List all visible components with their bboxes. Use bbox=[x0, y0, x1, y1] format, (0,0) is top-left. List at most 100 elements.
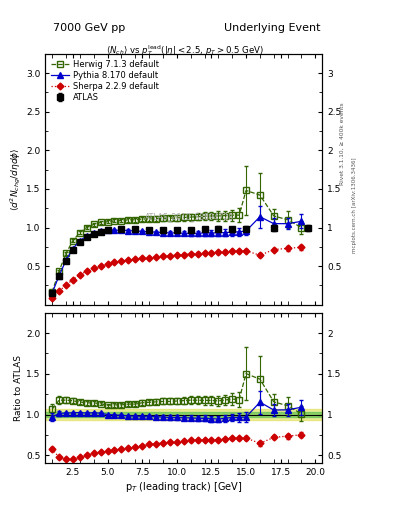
Sherpa 2.2.9 default bbox=[91, 265, 96, 271]
Sherpa 2.2.9 default bbox=[133, 256, 138, 262]
Pythia 8.170 default bbox=[299, 218, 304, 224]
Sherpa 2.2.9 default bbox=[244, 248, 248, 254]
Herwig 7.1.3 default bbox=[112, 218, 117, 224]
Pythia 8.170 default bbox=[126, 227, 131, 233]
Text: mcplots.cern.ch [arXiv:1306.3436]: mcplots.cern.ch [arXiv:1306.3436] bbox=[352, 157, 357, 252]
Pythia 8.170 default bbox=[133, 228, 138, 234]
Pythia 8.170 default bbox=[237, 229, 241, 235]
Pythia 8.170 default bbox=[223, 229, 228, 236]
Sherpa 2.2.9 default bbox=[50, 295, 55, 301]
Pythia 8.170 default bbox=[209, 230, 214, 236]
Pythia 8.170 default bbox=[98, 228, 103, 234]
Text: Underlying Event: Underlying Event bbox=[224, 23, 320, 33]
Sherpa 2.2.9 default bbox=[167, 252, 172, 259]
Herwig 7.1.3 default bbox=[188, 214, 193, 220]
Sherpa 2.2.9 default bbox=[188, 251, 193, 257]
Herwig 7.1.3 default bbox=[71, 238, 75, 244]
X-axis label: p$_{T}$ (leading track) [GeV]: p$_{T}$ (leading track) [GeV] bbox=[125, 480, 242, 494]
Sherpa 2.2.9 default bbox=[126, 257, 131, 263]
Herwig 7.1.3 default bbox=[91, 221, 96, 227]
Bar bbox=[45, 409, 322, 420]
Sherpa 2.2.9 default bbox=[209, 249, 214, 255]
Pythia 8.170 default bbox=[77, 238, 82, 244]
Pythia 8.170 default bbox=[230, 229, 235, 235]
Herwig 7.1.3 default bbox=[140, 216, 145, 222]
Text: $\langle N_{ch}\rangle$ vs $p_T^{\rm lead}$($|\eta|<2.5,\,p_T>0.5$ GeV): $\langle N_{ch}\rangle$ vs $p_T^{\rm lea… bbox=[105, 44, 264, 58]
Pythia 8.170 default bbox=[174, 230, 179, 236]
Pythia 8.170 default bbox=[64, 257, 68, 263]
Y-axis label: Ratio to ATLAS: Ratio to ATLAS bbox=[14, 355, 23, 421]
Sherpa 2.2.9 default bbox=[84, 268, 89, 274]
Pythia 8.170 default bbox=[112, 227, 117, 233]
Sherpa 2.2.9 default bbox=[237, 248, 241, 254]
Pythia 8.170 default bbox=[272, 221, 276, 227]
Pythia 8.170 default bbox=[119, 227, 124, 233]
Herwig 7.1.3 default bbox=[57, 268, 61, 274]
Sherpa 2.2.9 default bbox=[98, 263, 103, 269]
Pythia 8.170 default bbox=[195, 230, 200, 237]
Pythia 8.170 default bbox=[71, 246, 75, 252]
Herwig 7.1.3 default bbox=[257, 192, 262, 198]
Herwig 7.1.3 default bbox=[174, 215, 179, 221]
Sherpa 2.2.9 default bbox=[285, 245, 290, 251]
Herwig 7.1.3 default bbox=[237, 212, 241, 218]
Herwig 7.1.3 default bbox=[126, 217, 131, 223]
Sherpa 2.2.9 default bbox=[105, 261, 110, 267]
Pythia 8.170 default bbox=[216, 230, 221, 236]
Line: Sherpa 2.2.9 default: Sherpa 2.2.9 default bbox=[50, 245, 304, 300]
Sherpa 2.2.9 default bbox=[182, 251, 186, 258]
Pythia 8.170 default bbox=[84, 233, 89, 239]
Text: 7000 GeV pp: 7000 GeV pp bbox=[53, 23, 125, 33]
Sherpa 2.2.9 default bbox=[195, 250, 200, 257]
Pythia 8.170 default bbox=[285, 221, 290, 227]
Herwig 7.1.3 default bbox=[195, 214, 200, 220]
Text: ATLAS_2010_S8894728: ATLAS_2010_S8894728 bbox=[145, 212, 234, 221]
Pythia 8.170 default bbox=[147, 229, 151, 235]
Herwig 7.1.3 default bbox=[223, 212, 228, 219]
Pythia 8.170 default bbox=[57, 273, 61, 279]
Sherpa 2.2.9 default bbox=[140, 255, 145, 262]
Sherpa 2.2.9 default bbox=[161, 253, 165, 259]
Pythia 8.170 default bbox=[167, 230, 172, 236]
Herwig 7.1.3 default bbox=[84, 224, 89, 230]
Y-axis label: $\langle d^2 N_{chg}/d\eta d\phi \rangle$: $\langle d^2 N_{chg}/d\eta d\phi \rangle… bbox=[9, 147, 23, 211]
Line: Pythia 8.170 default: Pythia 8.170 default bbox=[50, 214, 304, 296]
Sherpa 2.2.9 default bbox=[174, 252, 179, 258]
Sherpa 2.2.9 default bbox=[230, 248, 235, 254]
Herwig 7.1.3 default bbox=[98, 220, 103, 226]
Sherpa 2.2.9 default bbox=[257, 252, 262, 259]
Herwig 7.1.3 default bbox=[119, 218, 124, 224]
Sherpa 2.2.9 default bbox=[64, 282, 68, 288]
Sherpa 2.2.9 default bbox=[77, 272, 82, 278]
Pythia 8.170 default bbox=[154, 229, 158, 235]
Herwig 7.1.3 default bbox=[202, 213, 207, 219]
Sherpa 2.2.9 default bbox=[223, 249, 228, 255]
Herwig 7.1.3 default bbox=[133, 217, 138, 223]
Herwig 7.1.3 default bbox=[161, 215, 165, 221]
Sherpa 2.2.9 default bbox=[202, 250, 207, 256]
Herwig 7.1.3 default bbox=[209, 213, 214, 219]
Pythia 8.170 default bbox=[202, 230, 207, 236]
Herwig 7.1.3 default bbox=[50, 289, 55, 295]
Line: Herwig 7.1.3 default: Herwig 7.1.3 default bbox=[50, 188, 304, 295]
Herwig 7.1.3 default bbox=[154, 216, 158, 222]
Pythia 8.170 default bbox=[257, 214, 262, 220]
Herwig 7.1.3 default bbox=[285, 217, 290, 223]
Sherpa 2.2.9 default bbox=[154, 254, 158, 260]
Sherpa 2.2.9 default bbox=[112, 259, 117, 265]
Sherpa 2.2.9 default bbox=[147, 254, 151, 261]
Pythia 8.170 default bbox=[161, 229, 165, 236]
Sherpa 2.2.9 default bbox=[299, 244, 304, 250]
Herwig 7.1.3 default bbox=[244, 187, 248, 194]
Bar bbox=[45, 412, 322, 417]
Herwig 7.1.3 default bbox=[147, 216, 151, 222]
Pythia 8.170 default bbox=[91, 230, 96, 236]
Herwig 7.1.3 default bbox=[299, 224, 304, 230]
Sherpa 2.2.9 default bbox=[216, 249, 221, 255]
Herwig 7.1.3 default bbox=[272, 213, 276, 219]
Sherpa 2.2.9 default bbox=[272, 246, 276, 252]
Legend: Herwig 7.1.3 default, Pythia 8.170 default, Sherpa 2.2.9 default, ATLAS: Herwig 7.1.3 default, Pythia 8.170 defau… bbox=[50, 58, 160, 103]
Herwig 7.1.3 default bbox=[216, 213, 221, 219]
Pythia 8.170 default bbox=[105, 227, 110, 233]
Herwig 7.1.3 default bbox=[182, 215, 186, 221]
